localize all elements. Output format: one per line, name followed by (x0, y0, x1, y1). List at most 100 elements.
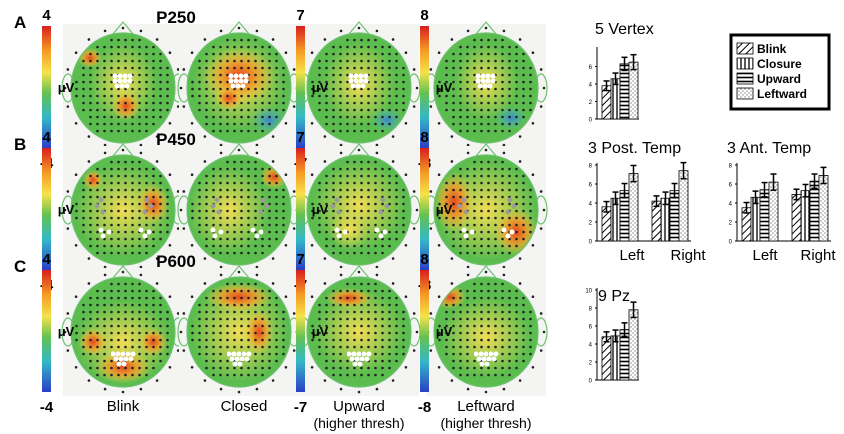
electrode-outer (429, 312, 433, 315)
roi-electrode (100, 233, 106, 239)
electrode (268, 101, 271, 105)
electrode (261, 289, 264, 293)
electrode (360, 282, 363, 286)
electrode (459, 317, 462, 321)
electrode (522, 181, 525, 185)
electrode (445, 59, 448, 63)
electrode (212, 181, 215, 185)
electrode (138, 282, 141, 286)
roi-electrode (243, 78, 249, 84)
electrode (388, 87, 391, 91)
electrode (205, 324, 208, 328)
electrode (247, 181, 250, 185)
electrode (360, 230, 363, 234)
electrode (131, 345, 134, 349)
electrode (103, 317, 106, 321)
electrode (473, 73, 476, 77)
field-hot (139, 328, 167, 356)
electrode (205, 101, 208, 105)
electrode (311, 80, 314, 84)
electrode (89, 303, 92, 307)
electrode (395, 66, 398, 70)
electrode (159, 345, 162, 349)
electrode-outer (66, 227, 70, 230)
electrode-outer (539, 349, 543, 352)
electrode (374, 324, 377, 328)
electrode (480, 38, 483, 42)
electrode (353, 195, 356, 199)
electrode (233, 38, 236, 42)
electrode-outer (437, 173, 441, 177)
electrode (212, 87, 215, 91)
electrode (96, 373, 99, 377)
electrode (445, 66, 448, 70)
electrode (395, 188, 398, 192)
electrode (325, 303, 328, 307)
electrode (360, 237, 363, 241)
electrode (166, 324, 169, 328)
electrode (138, 366, 141, 370)
electrode (124, 373, 127, 377)
electrode (275, 331, 278, 335)
electrode (219, 216, 222, 220)
electrode-outer (284, 365, 288, 369)
electrode-outer (219, 273, 223, 277)
electrode-outer (237, 390, 241, 394)
electrode (318, 87, 321, 91)
electrode (219, 373, 222, 377)
scale-max: 4 (42, 129, 51, 146)
electrode (339, 331, 342, 335)
electrode (212, 216, 215, 220)
electrode (117, 160, 120, 164)
electrode (459, 373, 462, 377)
color-scale-2 (296, 26, 305, 148)
roi-electrode (238, 73, 244, 79)
electrode (268, 167, 271, 171)
electrode (138, 331, 141, 335)
electrode (152, 73, 155, 77)
electrode (254, 296, 257, 300)
electrode (332, 73, 335, 77)
electrode (473, 202, 476, 206)
electrode-outer (182, 227, 186, 230)
roi-marker (384, 203, 390, 209)
electrode (254, 129, 257, 133)
color-scale-bars: 4-4μV7-7μV8-8μV4-4μV7-7μV8-8μV4-4μV7-7μV… (40, 7, 453, 416)
electrode (103, 59, 106, 63)
electrode (346, 296, 349, 300)
electrode (367, 331, 370, 335)
roi-marker (378, 209, 384, 215)
electrode (388, 101, 391, 105)
head-field (75, 300, 171, 384)
electrode (226, 209, 229, 213)
y-tick-label: 4 (589, 83, 593, 89)
electrode (388, 174, 391, 178)
electrode (487, 174, 490, 178)
electrode (367, 167, 370, 171)
electrode (233, 244, 236, 248)
electrode (233, 181, 236, 185)
electrode (233, 338, 236, 342)
electrode (325, 195, 328, 199)
electrode (219, 345, 222, 349)
electrode (501, 296, 504, 300)
electrode (466, 352, 469, 356)
electrode (381, 317, 384, 321)
electrode-outer (391, 38, 395, 41)
electrode (381, 101, 384, 105)
electrode-outer (310, 121, 314, 125)
electrode (388, 230, 391, 234)
electrode (247, 331, 250, 335)
field-warm (189, 166, 269, 254)
electrode (191, 80, 194, 84)
electrode (275, 310, 278, 314)
electrode (205, 216, 208, 220)
electrode (339, 195, 342, 199)
electrode (254, 73, 257, 77)
electrode (212, 251, 215, 255)
electrodes (299, 26, 419, 150)
electrode (346, 324, 349, 328)
roi-electrode (130, 351, 136, 357)
electrode (325, 338, 328, 342)
electrode (103, 167, 106, 171)
